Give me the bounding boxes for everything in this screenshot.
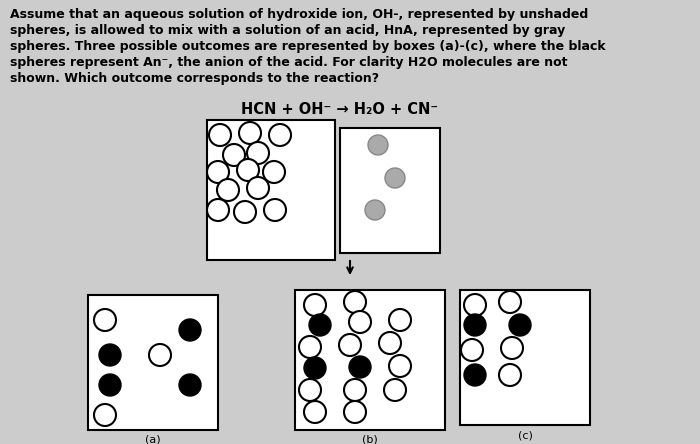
Bar: [207, 120, 335, 260]
Ellipse shape: [99, 344, 121, 366]
Ellipse shape: [344, 291, 366, 313]
Bar: [88, 295, 218, 430]
Ellipse shape: [389, 309, 411, 331]
Ellipse shape: [207, 161, 229, 183]
Bar: [295, 290, 445, 430]
Bar: [340, 128, 440, 253]
Ellipse shape: [179, 374, 201, 396]
Ellipse shape: [304, 294, 326, 316]
Text: spheres, is allowed to mix with a solution of an acid, HnA, represented by gray: spheres, is allowed to mix with a soluti…: [10, 24, 566, 37]
Ellipse shape: [389, 355, 411, 377]
Ellipse shape: [149, 344, 171, 366]
Ellipse shape: [344, 401, 366, 423]
Ellipse shape: [509, 314, 531, 336]
Ellipse shape: [304, 357, 326, 379]
Ellipse shape: [501, 337, 523, 359]
Ellipse shape: [209, 124, 231, 146]
Text: (a): (a): [145, 435, 161, 444]
Ellipse shape: [368, 135, 388, 155]
Ellipse shape: [309, 314, 331, 336]
Ellipse shape: [344, 379, 366, 401]
Text: (b): (b): [362, 435, 378, 444]
Ellipse shape: [349, 311, 371, 333]
Ellipse shape: [239, 122, 261, 144]
Ellipse shape: [264, 199, 286, 221]
Ellipse shape: [207, 199, 229, 221]
Ellipse shape: [464, 294, 486, 316]
Text: spheres. Three possible outcomes are represented by boxes (a)-(c), where the bla: spheres. Three possible outcomes are rep…: [10, 40, 605, 53]
Bar: [460, 290, 590, 425]
Ellipse shape: [464, 314, 486, 336]
Ellipse shape: [234, 201, 256, 223]
Ellipse shape: [99, 374, 121, 396]
Ellipse shape: [299, 336, 321, 358]
Text: HCN + OH⁻ → H₂O + CN⁻: HCN + OH⁻ → H₂O + CN⁻: [241, 102, 439, 117]
Ellipse shape: [499, 291, 521, 313]
Ellipse shape: [263, 161, 285, 183]
Ellipse shape: [384, 379, 406, 401]
Text: shown. Which outcome corresponds to the reaction?: shown. Which outcome corresponds to the …: [10, 72, 379, 85]
Text: (c): (c): [517, 430, 533, 440]
Ellipse shape: [349, 356, 371, 378]
Ellipse shape: [379, 332, 401, 354]
Ellipse shape: [217, 179, 239, 201]
Ellipse shape: [247, 177, 269, 199]
Ellipse shape: [365, 200, 385, 220]
Ellipse shape: [385, 168, 405, 188]
Ellipse shape: [237, 159, 259, 181]
Ellipse shape: [339, 334, 361, 356]
Ellipse shape: [464, 364, 486, 386]
Ellipse shape: [179, 319, 201, 341]
Ellipse shape: [247, 142, 269, 164]
Ellipse shape: [304, 401, 326, 423]
Ellipse shape: [223, 144, 245, 166]
Ellipse shape: [461, 339, 483, 361]
Ellipse shape: [499, 364, 521, 386]
Ellipse shape: [94, 309, 116, 331]
Text: spheres represent An⁻, the anion of the acid. For clarity H2O molecules are not: spheres represent An⁻, the anion of the …: [10, 56, 568, 69]
Ellipse shape: [94, 404, 116, 426]
Ellipse shape: [269, 124, 291, 146]
Ellipse shape: [299, 379, 321, 401]
Text: Assume that an aqueous solution of hydroxide ion, OH-, represented by unshaded: Assume that an aqueous solution of hydro…: [10, 8, 588, 21]
